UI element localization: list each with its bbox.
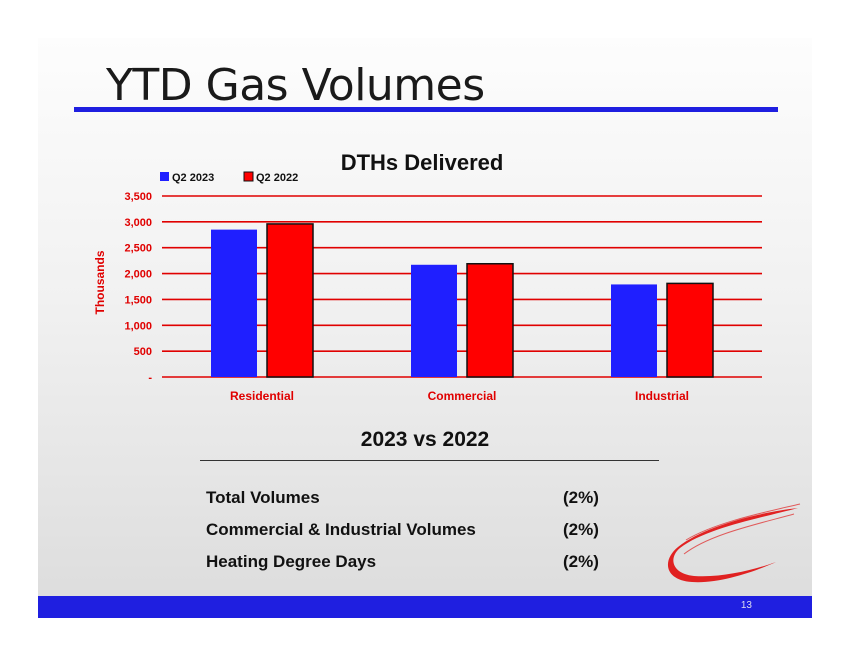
comparison-row-value: (2%): [563, 552, 599, 571]
bar: [666, 282, 714, 378]
legend-label: Q2 2023: [172, 172, 214, 184]
page-number: 13: [740, 600, 752, 611]
x-tick-label: Commercial: [428, 389, 497, 403]
legend-swatch: [160, 172, 169, 181]
bar: [266, 223, 314, 378]
comparison-row-label: Total Volumes: [206, 488, 320, 507]
bar-chart: DTHs Delivered - 500 1,000 1,500 2,000 2,500 3,…: [93, 150, 762, 403]
y-tick-label: 2,500: [124, 243, 152, 255]
comparison-row-value: (2%): [563, 520, 599, 539]
bar: [466, 262, 514, 378]
swoosh-logo-icon: [667, 503, 801, 583]
comparison-divider: [200, 460, 659, 461]
comparison-row-value: (2%): [563, 488, 599, 507]
x-tick-label: Industrial: [635, 389, 689, 403]
y-tick-label: -: [148, 372, 152, 384]
y-tick-label: 1,500: [124, 294, 152, 306]
y-axis-label: Thousands: [93, 250, 107, 314]
bar: [411, 264, 457, 377]
comparison-row: Heating Degree Days (2%): [206, 552, 646, 584]
bar: [211, 229, 257, 377]
comparison-table: Total Volumes (2%) Commercial & Industri…: [206, 488, 646, 584]
slide: YTD Gas Volumes DTHs Delivered - 500 1,000 1…: [38, 38, 812, 618]
y-tick-label: 3,000: [124, 217, 152, 229]
comparison-row-label: Heating Degree Days: [206, 552, 377, 571]
comparison-row: Commercial & Industrial Volumes (2%): [206, 520, 646, 552]
title-underline: [74, 107, 778, 112]
x-tick-label: Residential: [230, 389, 294, 403]
y-tick-label: 2,000: [124, 269, 152, 281]
comparison-heading: 2023 vs 2022: [360, 428, 490, 451]
y-tick-label: 500: [134, 346, 152, 358]
legend-label: Q2 2022: [256, 172, 298, 184]
comparison-row-label: Commercial & Industrial Volumes: [206, 520, 476, 539]
slide-title: YTD Gas Volumes: [106, 60, 485, 111]
comparison-row: Total Volumes (2%): [206, 488, 646, 520]
chart-title: DTHs Delivered: [341, 150, 504, 175]
footer-bar: 13: [38, 596, 812, 618]
y-tick-label: 1,000: [124, 320, 152, 332]
y-tick-label: 3,500: [124, 191, 152, 203]
legend-swatch: [243, 171, 254, 182]
bar: [611, 284, 657, 377]
